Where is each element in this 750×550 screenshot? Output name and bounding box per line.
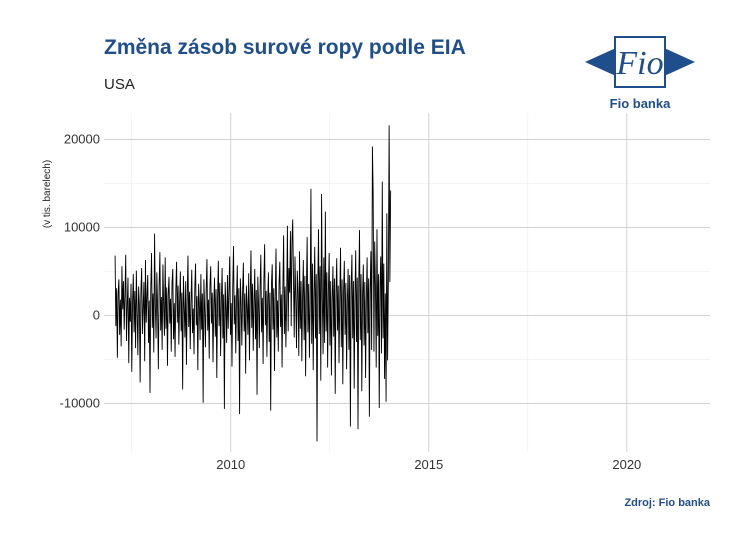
y-axis-title: (v tis. barelech): [42, 160, 53, 228]
y-tick-label: 10000: [64, 219, 100, 234]
fio-banka-logo: Fio Fio banka: [585, 32, 695, 114]
x-tick-label: 2015: [414, 457, 443, 472]
fio-logo-icon: Fio: [585, 36, 695, 88]
y-axis: -10000 0 10000 20000: [60, 131, 100, 410]
brand-name: Fio banka: [609, 96, 671, 111]
x-tick-label: 2020: [612, 457, 641, 472]
chart-subtitle: USA: [104, 76, 135, 93]
y-tick-label: -10000: [60, 396, 100, 411]
x-tick-label: 2010: [216, 457, 245, 472]
source-caption: Zdroj: Fio banka: [624, 497, 710, 509]
x-axis: 2010 2015 2020: [216, 457, 641, 472]
logo-text: Fio: [615, 45, 663, 82]
chart-title: Změna zásob surové ropy podle EIA: [104, 36, 466, 59]
series-line: [114, 125, 392, 442]
y-tick-label: 20000: [64, 131, 100, 146]
y-tick-label: 0: [93, 308, 100, 323]
